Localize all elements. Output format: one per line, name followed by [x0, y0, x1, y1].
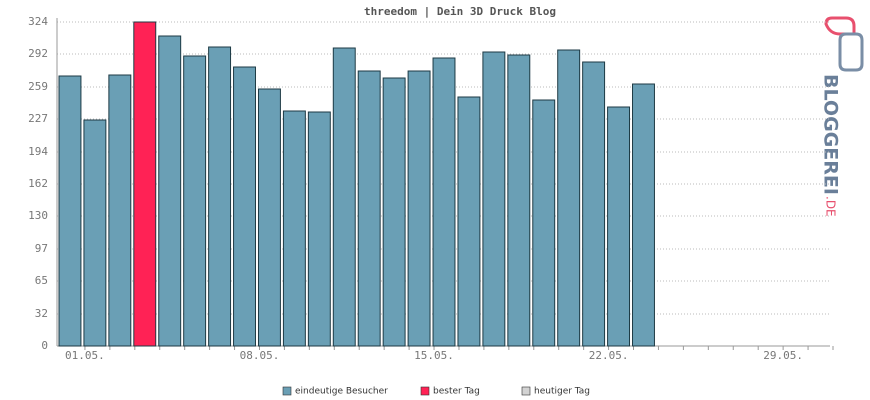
bar: [357, 70, 381, 347]
y-tick-label: 130: [28, 209, 48, 222]
bar: [108, 74, 132, 347]
bar: [332, 47, 356, 347]
bar: [183, 55, 207, 347]
y-tick-label: 194: [28, 145, 48, 158]
x-tick-label: 08.05.: [240, 349, 280, 362]
legend-swatch: [420, 386, 430, 396]
bar: [557, 49, 581, 347]
legend-swatch: [282, 386, 292, 396]
logo-text: BLOGGEREI: [820, 74, 842, 195]
bar: [307, 111, 331, 347]
bar: [83, 119, 107, 347]
bar: [407, 70, 431, 347]
y-tick-label: 292: [28, 47, 48, 60]
logo-suffix: .DE: [824, 196, 838, 217]
y-tick-label: 259: [28, 80, 48, 93]
x-tick-label: 15.05.: [414, 349, 454, 362]
bar: [233, 66, 256, 347]
y-tick-label: 162: [28, 177, 48, 190]
bar: [58, 75, 82, 347]
bar: [607, 106, 631, 347]
y-tick-label: 227: [28, 112, 48, 125]
bar: [532, 99, 556, 347]
chart-title: threedom | Dein 3D Druck Blog: [364, 5, 556, 18]
bar: [582, 61, 606, 347]
bar: [507, 54, 531, 347]
y-tick-label: 0: [41, 339, 48, 352]
x-tick-label: 29.05.: [763, 349, 803, 362]
bar: [133, 21, 157, 347]
legend-label: heutiger Tag: [534, 387, 590, 397]
y-tick-label: 97: [35, 242, 48, 255]
y-tick-label: 324: [28, 15, 48, 28]
bar: [432, 57, 456, 347]
bar: [382, 77, 406, 347]
bar: [457, 96, 481, 347]
bar: [282, 110, 306, 347]
legend-label: eindeutige Besucher: [295, 387, 388, 397]
bar: [208, 46, 232, 347]
x-tick-label: 22.05.: [589, 349, 629, 362]
bar: [257, 88, 281, 347]
legend-label: bester Tag: [433, 387, 480, 397]
logo: BLOGGEREI .DE: [820, 16, 864, 217]
x-tick-label: 01.05.: [65, 349, 105, 362]
y-tick-label: 32: [35, 307, 48, 320]
bar: [482, 51, 506, 347]
bar: [632, 83, 655, 347]
y-tick-label: 65: [35, 274, 48, 287]
legend-swatch: [521, 386, 531, 396]
bar: [158, 35, 182, 347]
